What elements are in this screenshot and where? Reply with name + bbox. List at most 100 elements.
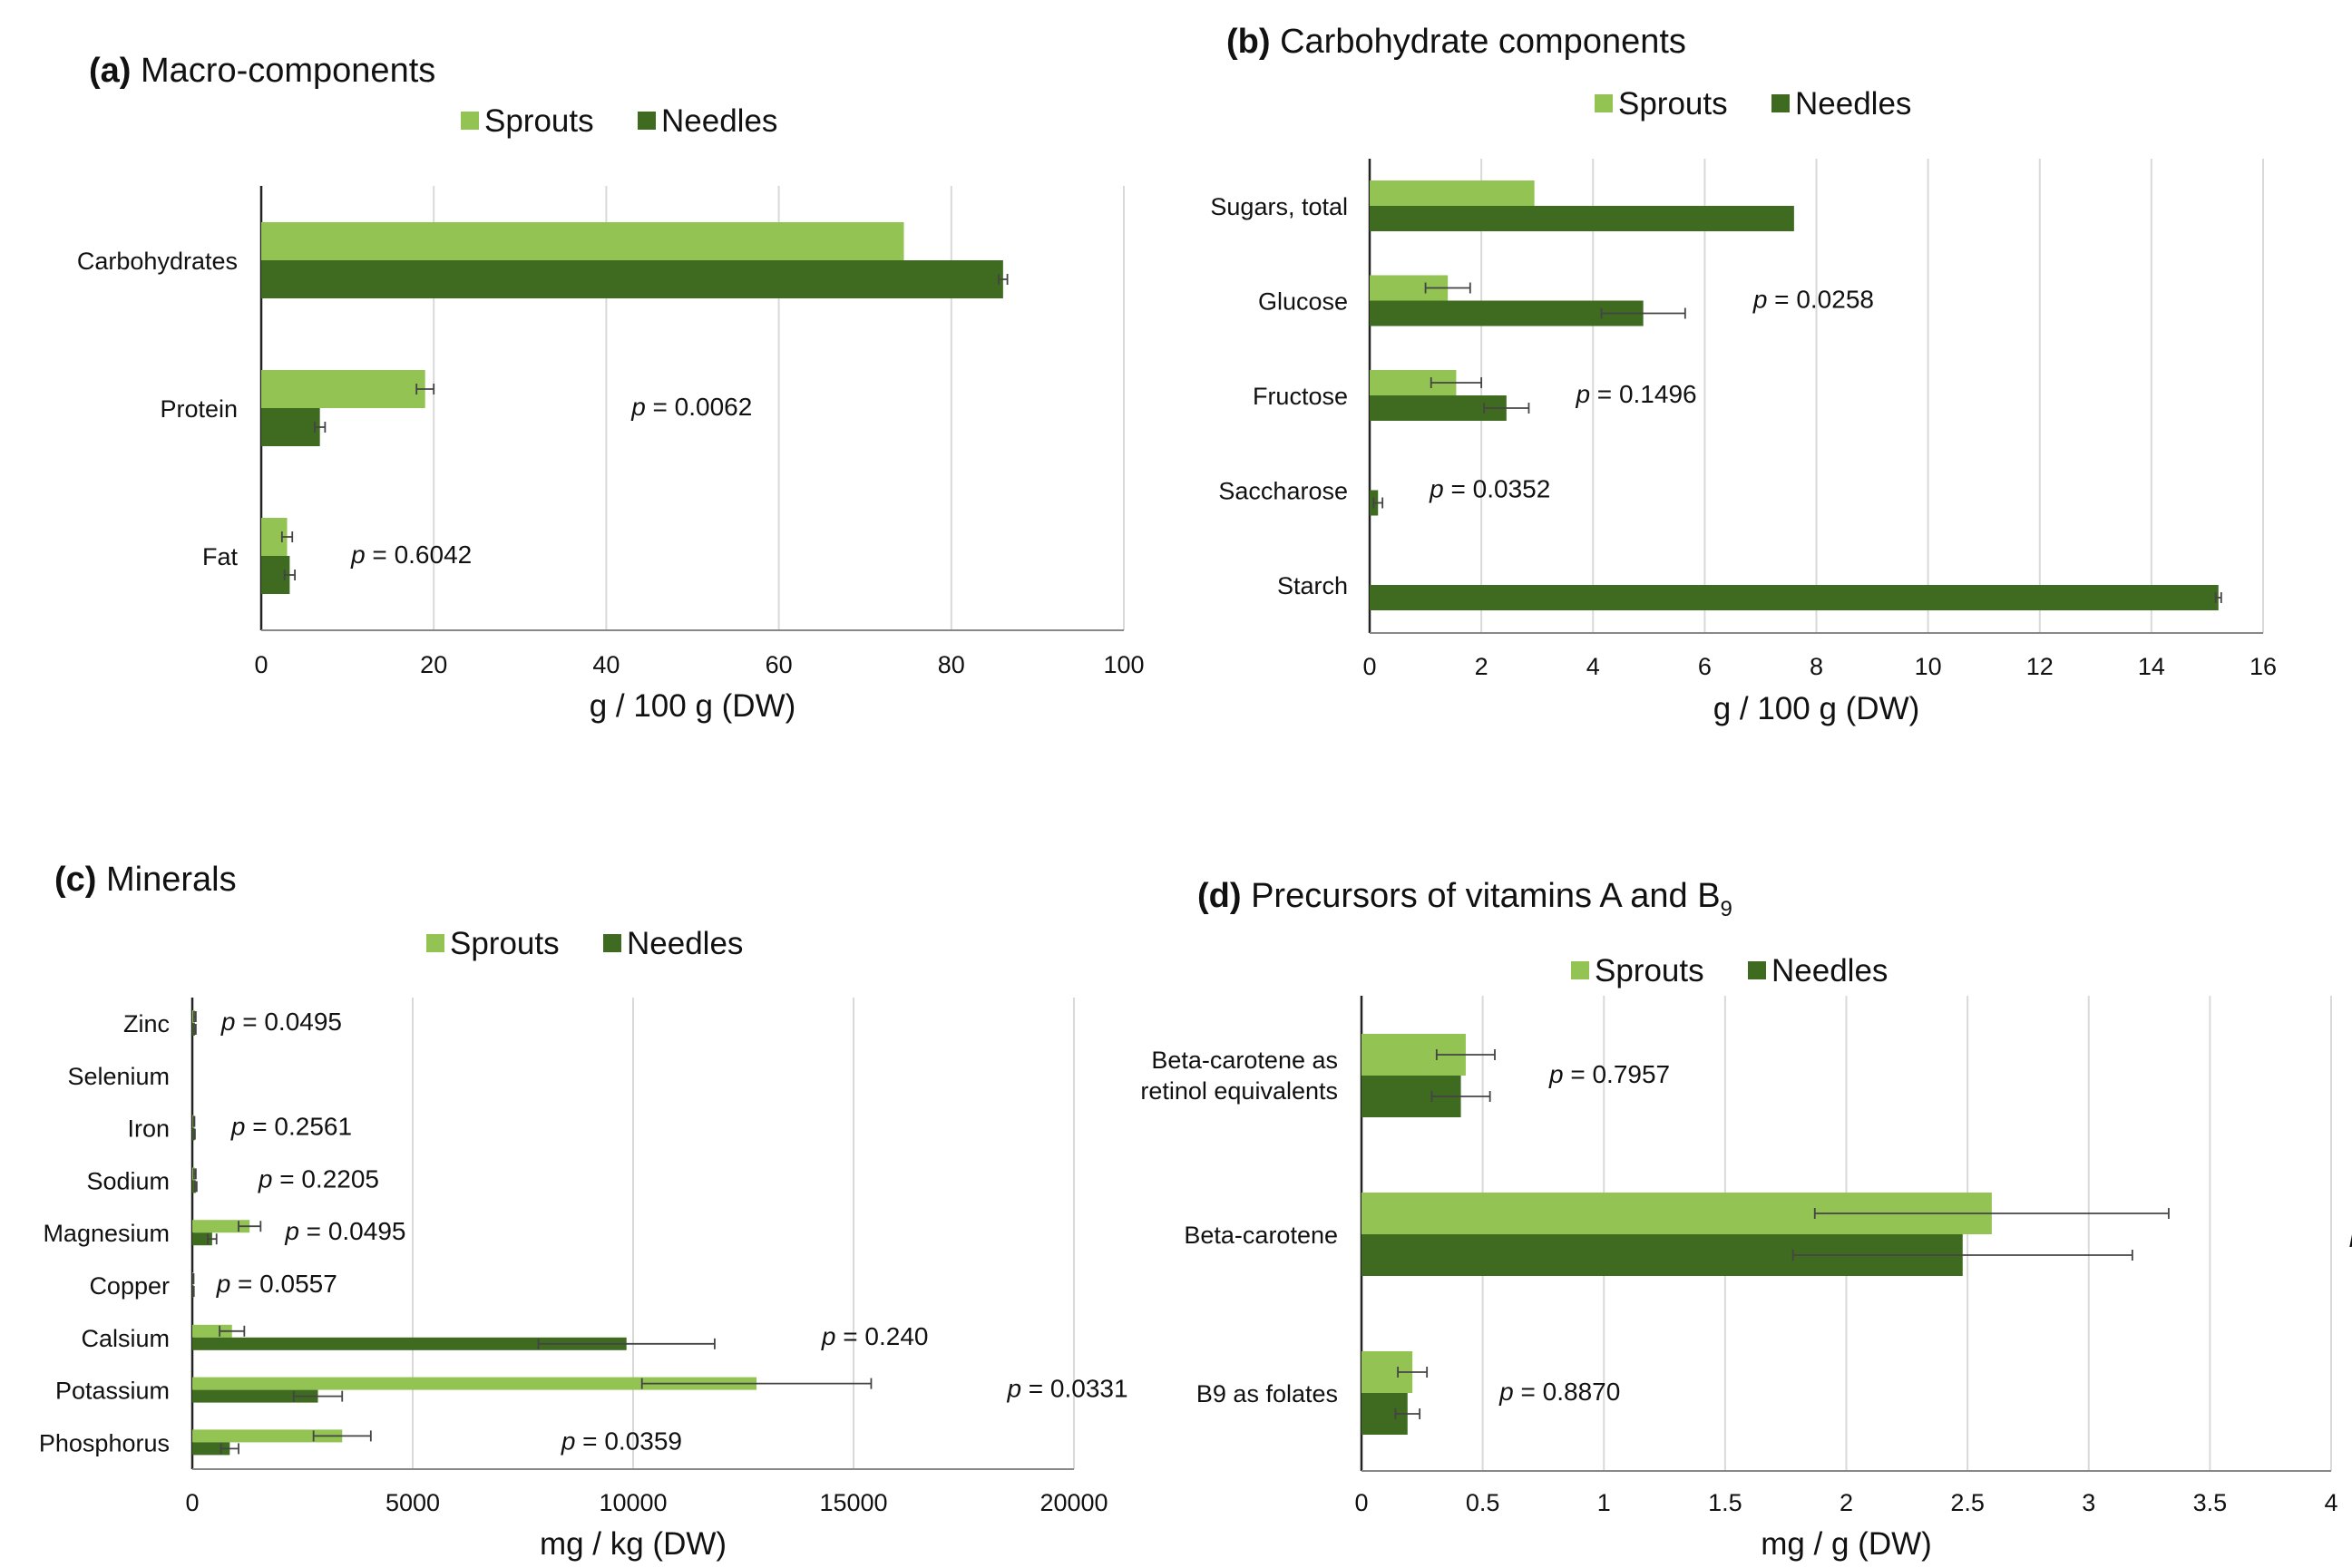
error-bar-needles-zinc (193, 1024, 197, 1035)
legend-label-needles: Needles (1771, 953, 1888, 989)
legend-swatch-sprouts (1571, 961, 1589, 979)
error-bar-needles-fat (283, 570, 296, 580)
error-bar-needles-magnesium (207, 1233, 218, 1245)
error-bar-sprouts-fructose (1430, 377, 1483, 388)
p-value-text: = 0.7957 (1564, 1060, 1671, 1088)
error-bar-needles-fructose (1483, 403, 1530, 414)
category-label-saccharose: Saccharose (1218, 478, 1348, 505)
p-symbol: p (350, 541, 366, 569)
error-bar-needles-protein (314, 422, 327, 433)
category-label-b9-as-folates: B9 as folates (1196, 1380, 1338, 1407)
bar-needles-sugars-total (1370, 206, 1794, 231)
chart-title: (d) Precursors of vitamins A and B9 (1197, 877, 1732, 921)
p-symbol: p (1575, 380, 1590, 408)
p-symbol: p (284, 1217, 299, 1245)
p-value-saccharose: p = 0.0352 (1429, 475, 1550, 503)
p-value-text: = 0.8870 (1514, 1378, 1621, 1406)
category-label-selenium: Selenium (67, 1063, 170, 1090)
p-value-zinc: p = 0.0495 (220, 1008, 342, 1036)
chart-panel-b: (b) Carbohydrate components Sprouts Needle… (1210, 23, 2277, 726)
chart-panel-c: (c) Minerals Sprouts Needles 0 5000 10000 1500… (39, 861, 1128, 1562)
x-tick-label: 20 (420, 651, 447, 678)
chart-title: (b) Carbohydrate components (1226, 23, 1686, 61)
x-tick-label: 3.5 (2193, 1489, 2228, 1516)
p-value-text: = 0.0062 (646, 393, 753, 421)
x-axis-title: mg / kg (DW) (540, 1526, 727, 1562)
x-tick-label: 80 (938, 651, 965, 678)
category-label-phosphorus: Phosphorus (39, 1429, 170, 1456)
p-symbol: p (821, 1322, 836, 1350)
x-axis-title: g / 100 g (DW) (590, 688, 796, 724)
x-tick-label: 2 (1840, 1489, 1853, 1516)
error-bar-sprouts-beta-carotene (1813, 1208, 2170, 1219)
x-tick-label: 15000 (819, 1489, 887, 1516)
p-value-b9-as-folates: p = 0.8870 (1498, 1378, 1620, 1406)
p-value-text: = 0.0495 (235, 1008, 342, 1036)
x-tick-label: 0 (1354, 1489, 1368, 1516)
error-bar-needles-phosphorus (220, 1443, 239, 1455)
p-value-potassium: p = 0.0331 (1006, 1375, 1127, 1403)
panel-title-text: Carbohydrate components (1271, 23, 1686, 61)
p-symbol: p (230, 1113, 246, 1141)
error-bar-needles-carbohydrates (998, 274, 1009, 285)
error-bar-sprouts-fat (280, 531, 294, 542)
x-tick-label: 0.5 (1466, 1489, 1500, 1516)
error-bar-needles-iron (193, 1128, 196, 1140)
x-tick-label: 60 (766, 651, 793, 678)
bar-needles-protein (261, 408, 320, 446)
bar-sprouts-sugars-total (1370, 180, 1535, 206)
p-value-text: = 0.0359 (575, 1427, 682, 1455)
legend: Sprouts Needles (1595, 86, 1911, 122)
legend-label-sprouts: Sprouts (484, 103, 594, 139)
x-tick-label: 0 (1362, 653, 1376, 680)
p-value-fat: p = 0.6042 (350, 541, 472, 569)
panel-title-text: Precursors of vitamins A and B (1242, 877, 1721, 915)
x-tick-label: 3 (2082, 1489, 2095, 1516)
p-value-fructose: p = 0.1496 (1575, 380, 1696, 408)
x-tick-label: 5000 (385, 1489, 440, 1516)
error-bar-needles-glucose (1600, 307, 1686, 319)
error-bar-needles-beta-carotene-as-retinol-equivalents (1430, 1091, 1491, 1102)
p-symbol: p (1752, 286, 1768, 314)
error-bar-sprouts-zinc (193, 1011, 197, 1022)
error-bar-sprouts-protein (415, 384, 435, 394)
p-symbol: p (216, 1270, 231, 1298)
legend-swatch-needles (603, 934, 621, 952)
legend-swatch-sprouts (1595, 94, 1613, 112)
error-bar-needles-potassium (292, 1390, 344, 1402)
bar-needles-glucose (1370, 300, 1644, 326)
chart-title: (c) Minerals (54, 861, 237, 899)
legend-label-needles: Needles (661, 103, 777, 139)
x-tick-label: 10 (1915, 653, 1942, 680)
bar-sprouts-phosphorus (192, 1429, 343, 1443)
p-value-calsium: p = 0.240 (821, 1322, 929, 1350)
category-label-protein: Protein (160, 395, 238, 423)
bar-sprouts-potassium (192, 1377, 757, 1390)
p-value-magnesium: p = 0.0495 (284, 1217, 405, 1245)
p-value-iron: p = 0.2561 (230, 1113, 352, 1141)
p-symbol: p (1006, 1375, 1021, 1403)
category-label-iron: Iron (127, 1115, 170, 1143)
category-label-calsium: Calsium (81, 1325, 170, 1352)
bar-needles-starch (1370, 585, 2219, 610)
p-symbol: p (1429, 475, 1444, 503)
p-value-text: = 0.6042 (366, 541, 473, 569)
legend: Sprouts Needles (461, 103, 777, 139)
category-label-zinc: Zinc (123, 1010, 170, 1037)
bar-needles-sodium (192, 1180, 196, 1193)
error-bar-needles-saccharose (1372, 497, 1384, 509)
category-label-sugars-total: Sugars, total (1210, 193, 1348, 220)
error-bar-sprouts-calsium (219, 1325, 246, 1337)
legend-label-sprouts: Sprouts (1595, 953, 1704, 989)
error-bar-needles-calsium (537, 1338, 716, 1349)
x-tick-label: 4 (2324, 1489, 2337, 1516)
p-symbol: p (2349, 1219, 2352, 1247)
x-tick-label: 2.5 (1950, 1489, 1985, 1516)
p-symbol: p (1548, 1060, 1564, 1088)
category-label-magnesium: Magnesium (43, 1220, 170, 1247)
legend-swatch-needles (1748, 961, 1766, 979)
category-label-fructose: Fructose (1253, 383, 1348, 410)
x-tick-label: 100 (1103, 651, 1144, 678)
chart-panel-a: (a) Macro-components Sprouts Needles 0 20 40 6… (77, 52, 1145, 724)
